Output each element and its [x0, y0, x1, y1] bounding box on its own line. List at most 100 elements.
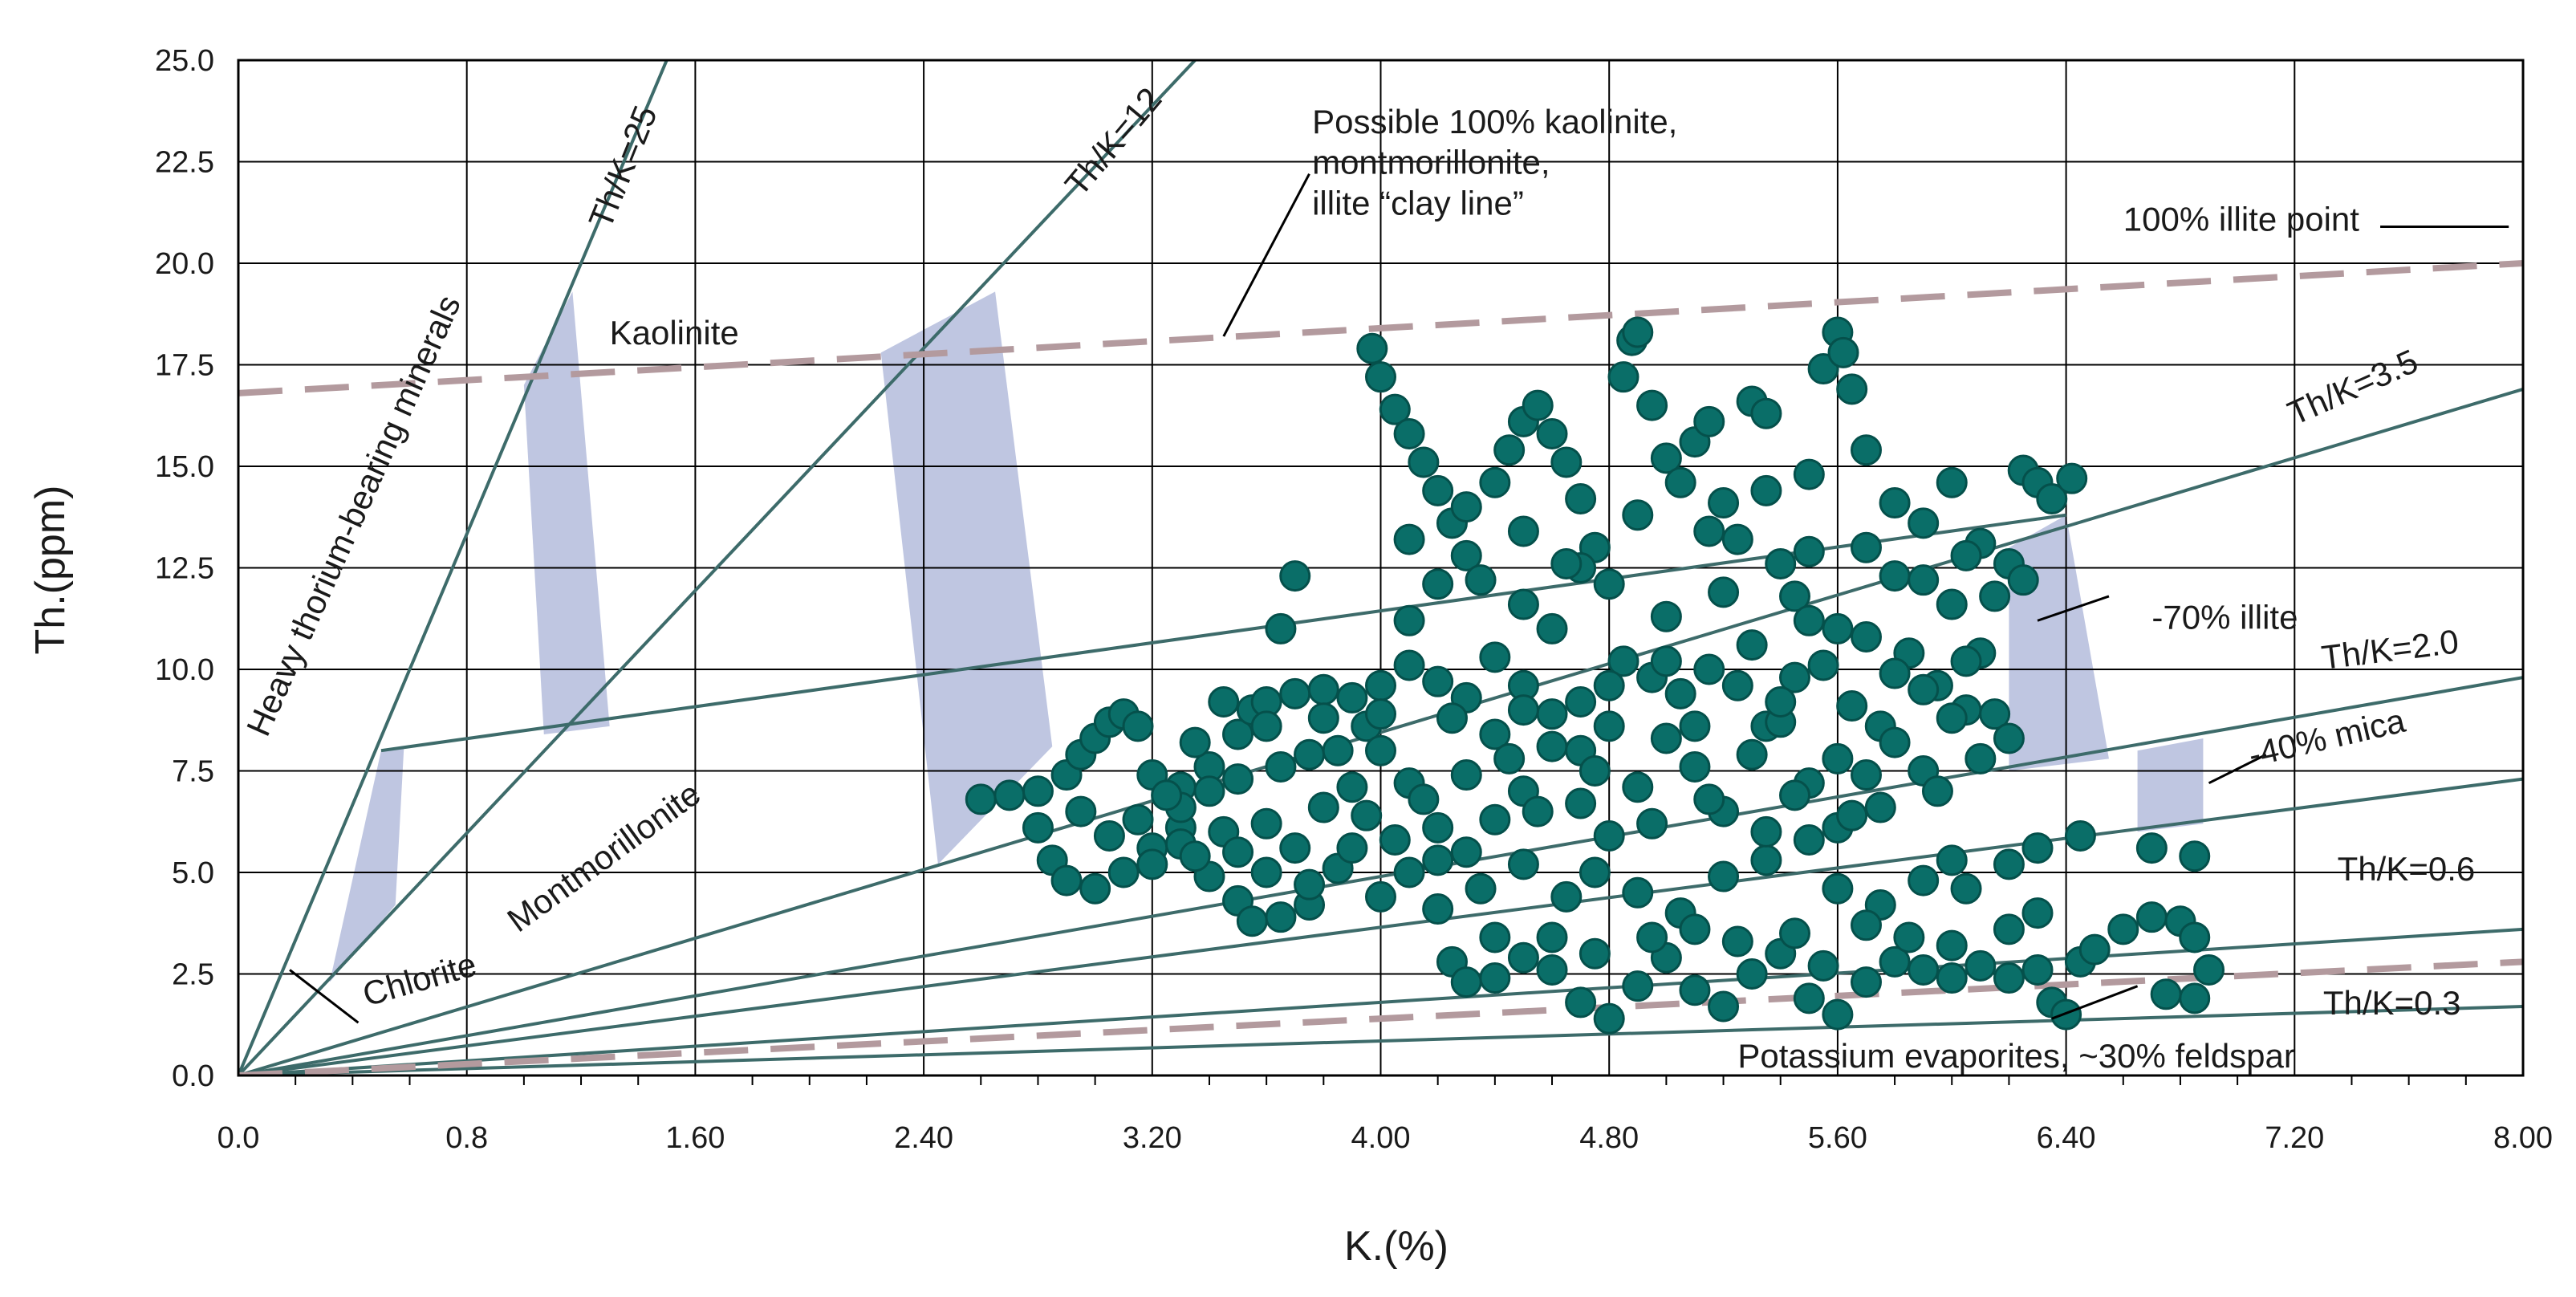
annotation-7: Heavy thorium-bearing minerals [239, 290, 468, 742]
data-point [1850, 909, 1882, 941]
data-point [1393, 418, 1425, 450]
data-point [1765, 547, 1797, 579]
data-point [1479, 962, 1511, 994]
y-tick-label: 22.5 [155, 146, 214, 180]
data-point [1864, 791, 1896, 823]
ratio-line-4 [238, 777, 2523, 1075]
pointer-line [2051, 985, 2139, 1020]
data-point [1507, 588, 1539, 620]
data-point [1565, 685, 1597, 718]
data-point [1693, 783, 1725, 815]
annotation-8: Montmorillonite [500, 775, 707, 939]
annotation-9: Chlorite [359, 945, 481, 1014]
data-point [1507, 515, 1539, 547]
data-point [1836, 373, 1868, 405]
data-point [1250, 856, 1282, 888]
annotation-14: Th/K=0.6 [2338, 850, 2476, 888]
data-point [1479, 803, 1511, 836]
data-point [1650, 442, 1682, 474]
data-point [1850, 434, 1882, 466]
data-point [1336, 771, 1368, 803]
y-tick-label: 15.0 [155, 450, 214, 484]
dashed-line-0 [238, 260, 2523, 396]
data-point [1365, 880, 1396, 913]
data-point [1279, 832, 1311, 864]
data-point [1607, 361, 1639, 393]
data-point [1107, 856, 1140, 888]
data-point [1693, 515, 1725, 547]
data-point [1022, 811, 1054, 844]
data-point [1507, 848, 1539, 880]
data-point [1550, 880, 1583, 913]
data-point [1908, 507, 1940, 539]
data-point [2135, 901, 2168, 933]
y-tick-label: 12.5 [155, 552, 214, 586]
zone-1 [523, 291, 610, 734]
x-tick-label: 4.00 [1351, 1121, 1411, 1155]
data-point [2050, 998, 2082, 1031]
annotation-16: Potassium evaporites, ~30% feldspar [1737, 1037, 2295, 1075]
data-point [2021, 897, 2054, 929]
data-point [1222, 763, 1254, 795]
data-point [1708, 487, 1740, 519]
data-point [1479, 921, 1511, 953]
data-point [1136, 848, 1168, 880]
data-point [1993, 848, 2025, 880]
data-point [1550, 547, 1583, 579]
ratio-line-5 [238, 927, 2523, 1075]
data-point [1365, 734, 1396, 766]
data-point [1979, 698, 2011, 730]
data-point [1079, 872, 1111, 905]
zone-0 [329, 746, 404, 982]
annotation-5: 100% illite point [2123, 201, 2360, 238]
data-point [2064, 819, 2096, 852]
data-point [1307, 673, 1339, 705]
data-point [1307, 791, 1339, 823]
x-tick-label: 0.0 [217, 1121, 260, 1155]
data-point [1593, 710, 1625, 742]
zone-2 [880, 291, 1053, 864]
data-point [1193, 775, 1225, 807]
data-point [1422, 474, 1454, 506]
data-point [1593, 669, 1625, 701]
data-point [1093, 819, 1125, 852]
y-tick-label: 2.5 [172, 958, 214, 992]
data-point [1579, 755, 1611, 787]
zone-3 [2009, 514, 2109, 771]
annotation-10: Th/K=3.5 [2282, 342, 2424, 433]
data-point [1565, 787, 1597, 819]
x-tick-labels: 0.0 0.8 1.60 2.40 3.20 4.00 4.80 5.60 6.40 7.20 8.… [217, 1121, 2553, 1155]
ratio-line-6 [238, 1004, 2523, 1075]
data-point [1422, 811, 1454, 844]
data-point [1750, 844, 1782, 876]
data-point [1365, 669, 1396, 701]
data-point [1993, 913, 2025, 945]
data-point [1736, 958, 1768, 990]
data-point [1507, 694, 1539, 726]
x-tick-label: 7.20 [2265, 1121, 2324, 1155]
pointer-line [2037, 595, 2110, 622]
data-point [1721, 523, 1753, 555]
ratio-line-0 [238, 60, 668, 1075]
data-point [1721, 669, 1753, 701]
data-point [1507, 941, 1539, 974]
data-point [1950, 645, 1982, 677]
x-tick-label: 8.00 [2493, 1121, 2553, 1155]
data-point [1322, 734, 1354, 766]
x-tick-label: 0.8 [445, 1121, 488, 1155]
data-point [1879, 560, 1911, 592]
data-point [1393, 856, 1425, 888]
data-point [1850, 966, 1882, 998]
data-point [1479, 466, 1511, 498]
data-point [1294, 738, 1326, 770]
data-point [1936, 702, 1968, 734]
data-point [1250, 710, 1282, 742]
data-point [1664, 466, 1696, 498]
data-point [1836, 799, 1868, 831]
data-point [1708, 990, 1740, 1023]
data-point [1250, 807, 1282, 840]
data-point [1422, 844, 1454, 876]
data-point [1736, 629, 1768, 661]
data-point [1393, 523, 1425, 555]
data-point [1993, 962, 2025, 994]
